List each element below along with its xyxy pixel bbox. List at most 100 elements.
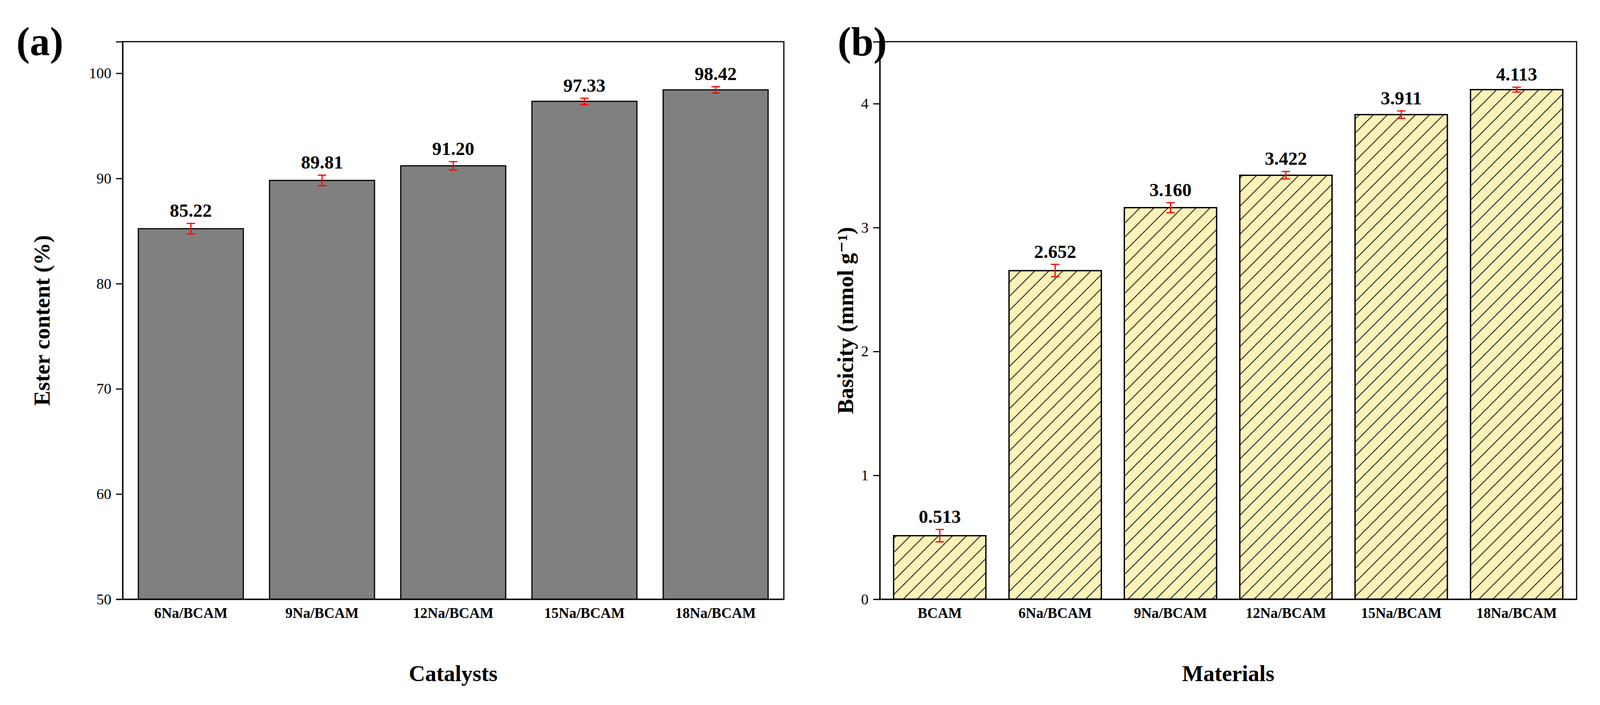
y-axis: 0 1 2 3 4	[861, 42, 881, 608]
x-tick: 9Na/BCAM	[1133, 599, 1208, 622]
x-axis-line	[880, 598, 1578, 600]
bar	[400, 165, 506, 600]
x-tick: 12Na/BCAM	[412, 599, 494, 622]
data-label: 98.42	[694, 63, 737, 85]
data-label: 0.513	[918, 505, 961, 527]
figure: 50607080901006Na/BCAM9Na/BCAM12Na/BCAM15…	[0, 0, 1600, 705]
y-tick-label: 60	[96, 485, 112, 503]
x-tick: 6Na/BCAM	[153, 599, 228, 622]
error-bar	[935, 529, 944, 542]
bar	[1470, 89, 1563, 600]
data-label: 97.33	[563, 74, 606, 96]
bar	[138, 228, 244, 600]
error-bar	[711, 86, 720, 93]
x-tick: 18Na/BCAM	[1476, 599, 1557, 622]
x-tick-label: 9Na/BCAM	[285, 604, 359, 622]
x-axis-title: Materials	[1182, 660, 1275, 686]
x-tick-label: 6Na/BCAM	[1018, 604, 1092, 622]
bar	[269, 180, 375, 600]
data-label: 91.20	[432, 138, 475, 160]
x-tick-label: 12Na/BCAM	[412, 604, 494, 622]
y-tick-mark	[116, 73, 123, 75]
panel-label: (a)	[16, 19, 64, 65]
plot-area	[893, 87, 1564, 600]
y-tick-mark	[116, 388, 123, 390]
error-bar	[1166, 202, 1175, 213]
data-label: 89.81	[300, 151, 344, 173]
x-tick-label: 15Na/BCAM	[1360, 604, 1442, 622]
y-axis: 50 60 70 80 90 100	[88, 42, 124, 608]
x-axis-title: Catalysts	[409, 660, 498, 686]
x-axis: BCAM 6Na/BCAM 9Na/BCAM 12Na/BCAM 15Na/BCAM 18…	[880, 599, 1578, 622]
bar	[1124, 207, 1217, 600]
bar-hatch	[1008, 270, 1102, 600]
y-tick-mark	[116, 598, 123, 600]
x-tick-label: 18Na/BCAM	[675, 604, 756, 622]
y-axis-line	[116, 42, 124, 600]
error-bar	[1281, 171, 1291, 179]
y-tick-label: 3	[861, 219, 869, 236]
error-bar	[186, 223, 196, 234]
y-tick: 70	[96, 379, 123, 397]
y-tick: 0	[861, 590, 880, 608]
y-tick: 2	[861, 342, 880, 360]
y-tick-label: 50	[96, 590, 112, 608]
y-tick-mark	[873, 103, 880, 105]
y-tick: 4	[861, 94, 880, 112]
panel: 50 60 70 80 90 100 6Na/BCAM 9Na/BCAM 12Na/BCAM 15…	[16, 19, 785, 686]
x-tick-label: 6Na/BCAM	[153, 604, 228, 622]
plot-area	[138, 86, 769, 600]
y-tick-mark	[116, 493, 123, 496]
x-axis: 6Na/BCAM 9Na/BCAM 12Na/BCAM 15Na/BCAM 18Na/B…	[123, 599, 785, 622]
error-bar	[317, 175, 327, 186]
y-tick-mark	[116, 177, 123, 180]
data-label: 4.113	[1496, 63, 1538, 85]
y-tick-mark	[873, 350, 880, 353]
data-label: 3.422	[1264, 147, 1308, 169]
panel: 0 1 2 3 4 BCAM 6Na/BCAM 9Na/BCAM 12Na/BCAM 15Na/B…	[832, 19, 1577, 686]
x-tick-label: 9Na/BCAM	[1133, 604, 1208, 622]
bar-hatch	[1239, 175, 1332, 600]
bar	[663, 89, 768, 600]
x-tick-label: BCAM	[917, 604, 963, 622]
y-tick-label: 100	[88, 64, 112, 82]
panel-label: (b)	[837, 19, 887, 65]
y-tick: 1	[861, 466, 880, 484]
y-tick-label: 90	[96, 169, 112, 187]
x-tick: 15Na/BCAM	[1360, 599, 1442, 622]
data-label: 3.911	[1380, 87, 1422, 109]
plot-frame	[879, 41, 1577, 600]
bar-hatch	[1470, 89, 1563, 600]
bar	[532, 101, 637, 600]
bar-hatch	[1355, 114, 1448, 600]
error-bar	[580, 98, 589, 105]
y-tick: 80	[96, 275, 123, 293]
y-tick-mark	[116, 283, 123, 285]
y-tick: 90	[96, 169, 123, 187]
x-tick-label: 18Na/BCAM	[1476, 604, 1557, 622]
y-tick-label: 2	[861, 342, 869, 360]
y-tick-label: 0	[861, 590, 869, 608]
y-tick-label: 70	[96, 379, 112, 397]
bar	[893, 535, 987, 600]
x-tick-label: 15Na/BCAM	[544, 604, 625, 622]
x-tick: 15Na/BCAM	[544, 599, 625, 622]
x-tick: 12Na/BCAM	[1245, 599, 1327, 622]
y-tick-label: 80	[96, 275, 112, 293]
y-tick-label: 1	[861, 466, 869, 484]
y-tick-mark	[873, 226, 880, 229]
error-bar	[449, 161, 458, 170]
bar	[1008, 270, 1102, 600]
bar	[1355, 114, 1448, 600]
data-label: 85.22	[169, 199, 212, 221]
y-tick: 100	[88, 64, 123, 82]
x-tick: 6Na/BCAM	[1018, 599, 1092, 622]
y-tick-mark	[873, 598, 880, 600]
bar	[1239, 175, 1332, 600]
bar-hatch	[893, 535, 987, 600]
error-bar	[1512, 87, 1521, 93]
y-tick: 60	[96, 485, 123, 503]
x-axis-line	[123, 598, 785, 600]
x-tick: 18Na/BCAM	[675, 599, 756, 622]
error-bar	[1051, 264, 1060, 277]
